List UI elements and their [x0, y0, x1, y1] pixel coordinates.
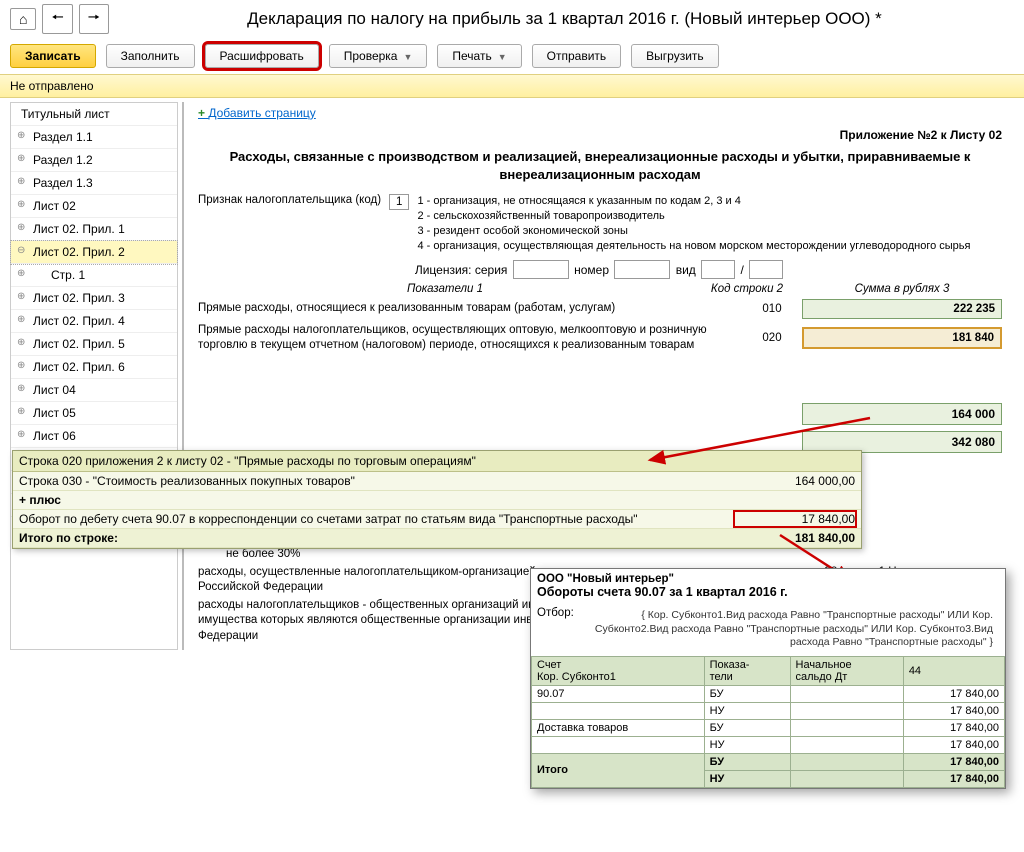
sidebar-item[interactable]: Раздел 1.1	[11, 126, 177, 149]
sidebar-item[interactable]: Титульный лист	[11, 103, 177, 126]
toolbar: Записать Заполнить Расшифровать Проверка…	[0, 38, 1024, 74]
print-button[interactable]: Печать▼	[437, 44, 521, 68]
col-header-1: Показатели 1	[198, 283, 692, 295]
data-row: Прямые расходы, относящиеся к реализован…	[198, 299, 1002, 319]
sidebar-item[interactable]: Лист 02. Прил. 2	[11, 241, 177, 264]
tooltip-value-highlighted: 17 840,00	[735, 512, 855, 526]
table-total-row: ИтогоБУ17 840,00	[532, 753, 1005, 770]
home-button[interactable]: ⌂	[10, 8, 36, 30]
body-text: не более 30%	[198, 547, 1002, 563]
sidebar-item[interactable]: Раздел 1.3	[11, 172, 177, 195]
col-header-2: Код строки 2	[692, 283, 802, 295]
table-row: Доставка товаровБУ17 840,00	[532, 719, 1005, 736]
sidebar-item[interactable]: Лист 02	[11, 195, 177, 218]
back-button[interactable]: 🠔	[42, 4, 72, 34]
sidebar-item[interactable]: Лист 05	[11, 402, 177, 425]
sidebar: Титульный листРаздел 1.1Раздел 1.2Раздел…	[10, 102, 178, 650]
taxpayer-label: Признак налогоплательщика (код)	[198, 194, 381, 206]
chevron-down-icon: ▼	[498, 52, 507, 62]
status-bar: Не отправлено	[0, 74, 1024, 98]
sidebar-item[interactable]: Стр. 1	[11, 264, 177, 287]
sidebar-item[interactable]: Лист 06	[11, 425, 177, 448]
sidebar-item[interactable]: Лист 02. Прил. 5	[11, 333, 177, 356]
decode-tooltip: Строка 020 приложения 2 к листу 02 - "Пр…	[12, 450, 862, 549]
check-button[interactable]: Проверка▼	[329, 44, 428, 68]
write-button[interactable]: Записать	[10, 44, 96, 68]
license-number-input[interactable]	[614, 260, 670, 279]
popup-org: ООО "Новый интерьер"	[537, 573, 999, 585]
sidebar-item[interactable]: Лист 04	[11, 379, 177, 402]
data-row: Прямые расходы налогоплательщиков, осуще…	[198, 323, 1002, 353]
decode-button[interactable]: Расшифровать	[205, 44, 319, 68]
taxpayer-code[interactable]: 1	[389, 194, 409, 210]
sidebar-item[interactable]: Лист 02. Прил. 4	[11, 310, 177, 333]
taxpayer-options: 1 - организация, не относящаяся к указан…	[417, 194, 970, 253]
table-row: 90.07БУ17 840,00	[532, 685, 1005, 702]
popup-filter: { Кор. Субконто1.Вид расхода Равно "Тран…	[587, 607, 999, 652]
license-type2-input[interactable]	[749, 260, 783, 279]
export-button[interactable]: Выгрузить	[631, 44, 719, 68]
fill-button[interactable]: Заполнить	[106, 44, 195, 68]
tooltip-header: Строка 020 приложения 2 к листу 02 - "Пр…	[13, 451, 861, 472]
license-series-input[interactable]	[513, 260, 569, 279]
sidebar-item[interactable]: Раздел 1.2	[11, 149, 177, 172]
forward-button[interactable]: 🠖	[79, 4, 109, 34]
value-cell[interactable]: 181 840	[802, 327, 1002, 349]
license-type1-input[interactable]	[701, 260, 735, 279]
col-header-3: Сумма в рублях 3	[802, 283, 1002, 295]
chevron-down-icon: ▼	[403, 52, 412, 62]
value-164000[interactable]: 164 000	[802, 403, 1002, 425]
sidebar-item[interactable]: Лист 02. Прил. 1	[11, 218, 177, 241]
appendix-label: Приложение №2 к Листу 02	[198, 128, 1002, 142]
value-cell[interactable]: 222 235	[802, 299, 1002, 319]
table-row: НУ17 840,00	[532, 736, 1005, 753]
sidebar-item[interactable]: Лист 02. Прил. 3	[11, 287, 177, 310]
send-button[interactable]: Отправить	[532, 44, 622, 68]
turnover-table: СчетКор. Субконто1Показа-телиНачальноеса…	[531, 656, 1005, 788]
table-row: НУ17 840,00	[532, 702, 1005, 719]
section-title: Расходы, связанные с производством и реа…	[198, 148, 1002, 184]
page-title: Декларация по налогу на прибыль за 1 ква…	[115, 9, 1014, 29]
popup-title: Обороты счета 90.07 за 1 квартал 2016 г.	[537, 585, 999, 599]
add-page-link[interactable]: + Добавить страницу	[198, 106, 316, 120]
account-turnover-popup: ООО "Новый интерьер" Обороты счета 90.07…	[530, 568, 1006, 789]
sidebar-item[interactable]: Лист 02. Прил. 6	[11, 356, 177, 379]
license-row: Лицензия: серия номер вид /	[198, 260, 1002, 279]
